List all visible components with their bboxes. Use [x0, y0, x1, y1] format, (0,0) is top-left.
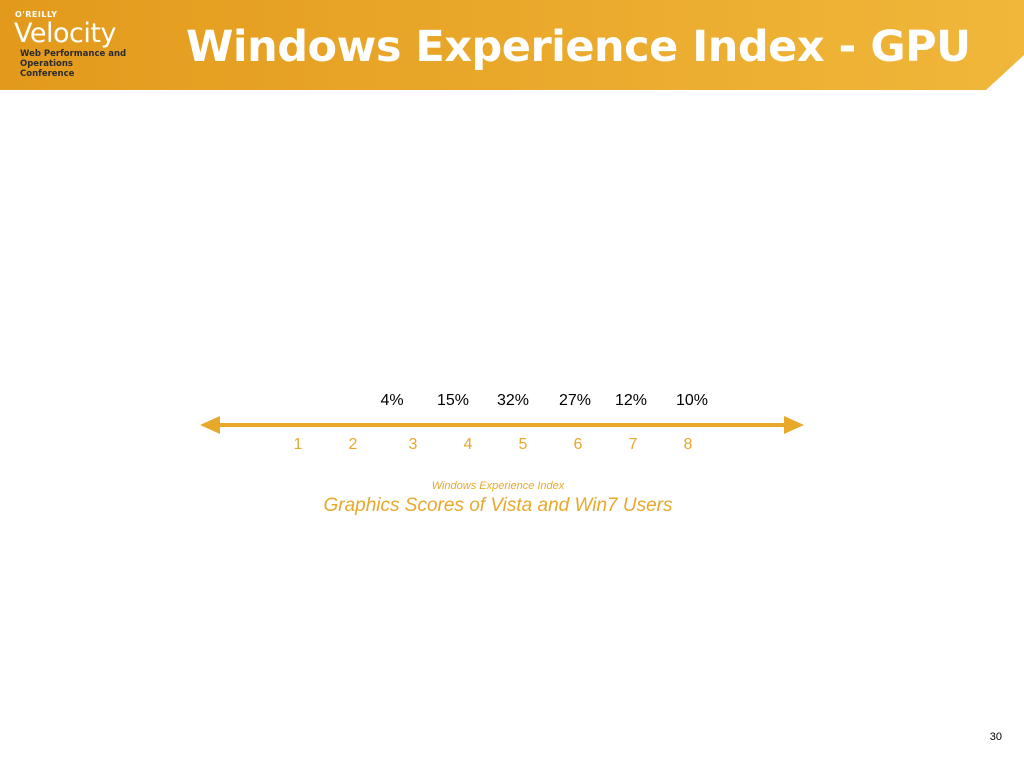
- axis-line: [216, 423, 790, 427]
- right-arrowhead-icon: [784, 416, 804, 434]
- percentage-label: 4%: [380, 392, 404, 409]
- figure-caption: Graphics Scores of Vista and Win7 Users: [323, 495, 673, 516]
- double-arrow-axis: [200, 416, 804, 434]
- axis-title: Windows Experience Index: [431, 480, 565, 492]
- page-number: 30: [989, 731, 1002, 743]
- slide-title: Windows Experience Index - GPU: [186, 22, 971, 72]
- left-arrowhead-icon: [200, 416, 220, 434]
- logo-name: Velocity: [14, 18, 116, 49]
- percentage-label: 10%: [675, 392, 709, 409]
- axis-tick-label: 5: [518, 436, 528, 453]
- percentage-label: 15%: [436, 392, 470, 409]
- percentage-label: 12%: [614, 392, 648, 409]
- velocity-logo: O'REILLY Velocity Web Performance and Op…: [14, 10, 130, 79]
- axis-tick-label: 4: [463, 436, 473, 453]
- logo-tagline: Web Performance and Operations Conferenc…: [20, 49, 127, 79]
- axis-tick-label: 6: [573, 436, 583, 453]
- percentage-label: 27%: [558, 392, 592, 409]
- axis-tick-label: 2: [348, 436, 358, 453]
- percentage-label: 32%: [496, 392, 530, 409]
- logo-publisher: O'REILLY: [15, 10, 58, 19]
- axis-tick-label: 1: [293, 436, 303, 453]
- header-background: [0, 0, 1024, 90]
- axis-tick-label: 7: [628, 436, 638, 453]
- header-banner: O'REILLY Velocity Web Performance and Op…: [0, 0, 1024, 90]
- axis-tick-label: 8: [683, 436, 693, 453]
- axis-tick-label: 3: [408, 436, 418, 453]
